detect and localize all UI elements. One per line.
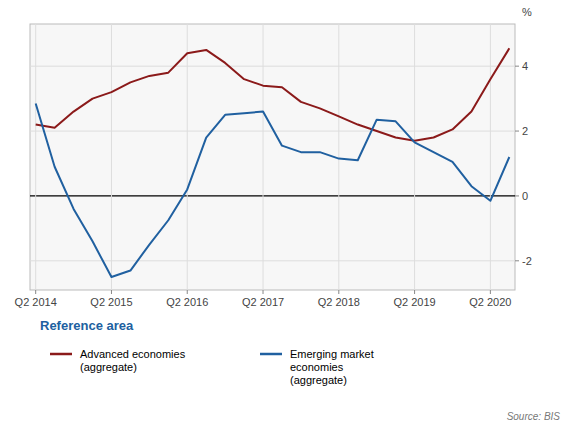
series-group: [36, 48, 510, 277]
x-tick: [414, 290, 415, 294]
legend-swatch: [260, 353, 282, 356]
grid-line: [30, 66, 515, 67]
legend-entry-line: economies: [290, 361, 344, 373]
grid-line: [187, 24, 188, 290]
legend-entry: Emerging marketeconomies(aggregate): [290, 348, 374, 386]
legend-entry-line: (aggregate): [80, 361, 137, 373]
source-note: Source: BIS: [507, 411, 561, 422]
x-tick: [263, 290, 264, 294]
x-tick-label: Q2 2016: [166, 296, 208, 308]
legend-swatch: [50, 353, 72, 356]
grid-line: [414, 24, 415, 290]
plot-frame: [30, 24, 515, 290]
x-tick-label: Q2 2018: [318, 296, 360, 308]
chart: -2 0 2 4% Q2 2014 Q2 2015 Q2 2016 Q2 2017 Q2 201…: [0, 0, 575, 430]
legend-entry: Advanced economies(aggregate): [80, 348, 186, 373]
legend-title: Reference area: [40, 318, 134, 333]
y-tick-label: 2: [522, 125, 528, 137]
x-tick-label: Q2 2017: [242, 296, 284, 308]
x-tick: [490, 290, 491, 294]
legend-entry-line: Emerging market: [290, 348, 374, 360]
grid-line: [263, 24, 264, 290]
y-tick-label: -2: [522, 255, 532, 267]
grid-line: [111, 24, 112, 290]
x-tick-label: Q2 2020: [469, 296, 511, 308]
x-tick-label: Q2 2019: [393, 296, 435, 308]
y-tick: [515, 260, 519, 261]
grid-line: [490, 24, 491, 290]
y-tick: [515, 66, 519, 67]
x-tick: [187, 290, 188, 294]
grid-line: [30, 131, 515, 132]
zero-line: [30, 195, 515, 196]
y-tick: [515, 195, 519, 196]
y-tick-label: 4: [522, 60, 528, 72]
y-tick-label: 0: [522, 190, 528, 202]
series-line: [36, 103, 510, 277]
legend-entry-line: Advanced economies: [80, 348, 186, 360]
x-tick: [338, 290, 339, 294]
y-axis-label: %: [522, 6, 532, 18]
x-tick-label: Q2 2015: [90, 296, 132, 308]
x-tick: [35, 290, 36, 294]
x-tick-label: Q2 2014: [15, 296, 57, 308]
grid-line: [35, 24, 36, 290]
legend-entry-line: (aggregate): [290, 374, 347, 386]
x-tick: [111, 290, 112, 294]
y-tick: [515, 131, 519, 132]
grid-line: [338, 24, 339, 290]
